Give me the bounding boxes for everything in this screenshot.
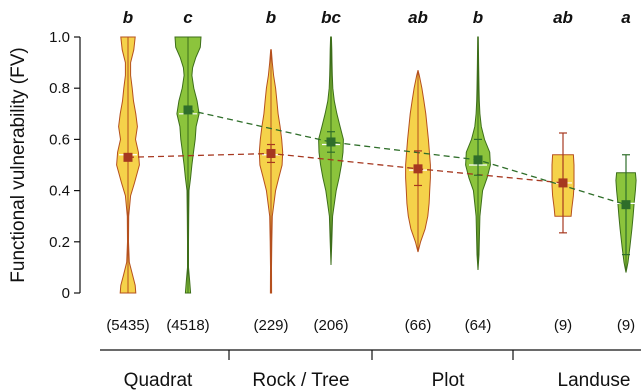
significance-letter: bc [321,8,341,27]
sample-count: (206) [313,317,348,334]
sample-count: (66) [405,317,432,334]
significance-letter: c [183,8,193,27]
sample-count: (9) [554,317,572,334]
y-tick-label: 0 [62,285,70,302]
y-axis-title: Functional vulnerability (FV) [8,47,29,282]
sample-count: (4518) [166,317,209,334]
significance-letter: ab [553,8,573,27]
y-tick-label: 0.8 [49,80,70,97]
mean-marker [266,148,276,158]
significance-letter: a [621,8,630,27]
means [123,105,631,256]
mean-marker [413,164,423,174]
sample-count: (229) [253,317,288,334]
mean-marker [473,155,483,165]
group-label: Landuse [558,370,631,390]
mean-marker [183,105,193,115]
group-label: Quadrat [124,370,193,390]
trend-lines [127,109,627,206]
mean-marker [326,137,336,147]
y-tick-label: 1.0 [49,29,70,46]
significance-letter: b [473,8,483,27]
y-tick-label: 0.6 [49,131,70,148]
trend-line-yellow [127,152,564,184]
mean-marker [123,152,133,162]
sample-count: (9) [617,317,635,334]
mean-marker [558,178,568,188]
significance-letter: b [266,8,276,27]
sample-count: (5435) [106,317,149,334]
group-label: Plot [432,370,465,390]
y-tick-label: 0.4 [49,183,70,200]
sample-count: (64) [465,317,492,334]
y-tick-label: 0.2 [49,234,70,251]
labels: 0 0.2 0.4 0.6 0.8 1.0 Functional vulnerability… [8,8,635,390]
mean-marker [621,200,631,210]
trend-line-green [187,109,627,206]
violins [116,36,637,294]
group-label: Rock / Tree [252,370,349,390]
significance-letter: ab [408,8,428,27]
y-axis [74,36,641,360]
significance-letter: b [123,8,133,27]
